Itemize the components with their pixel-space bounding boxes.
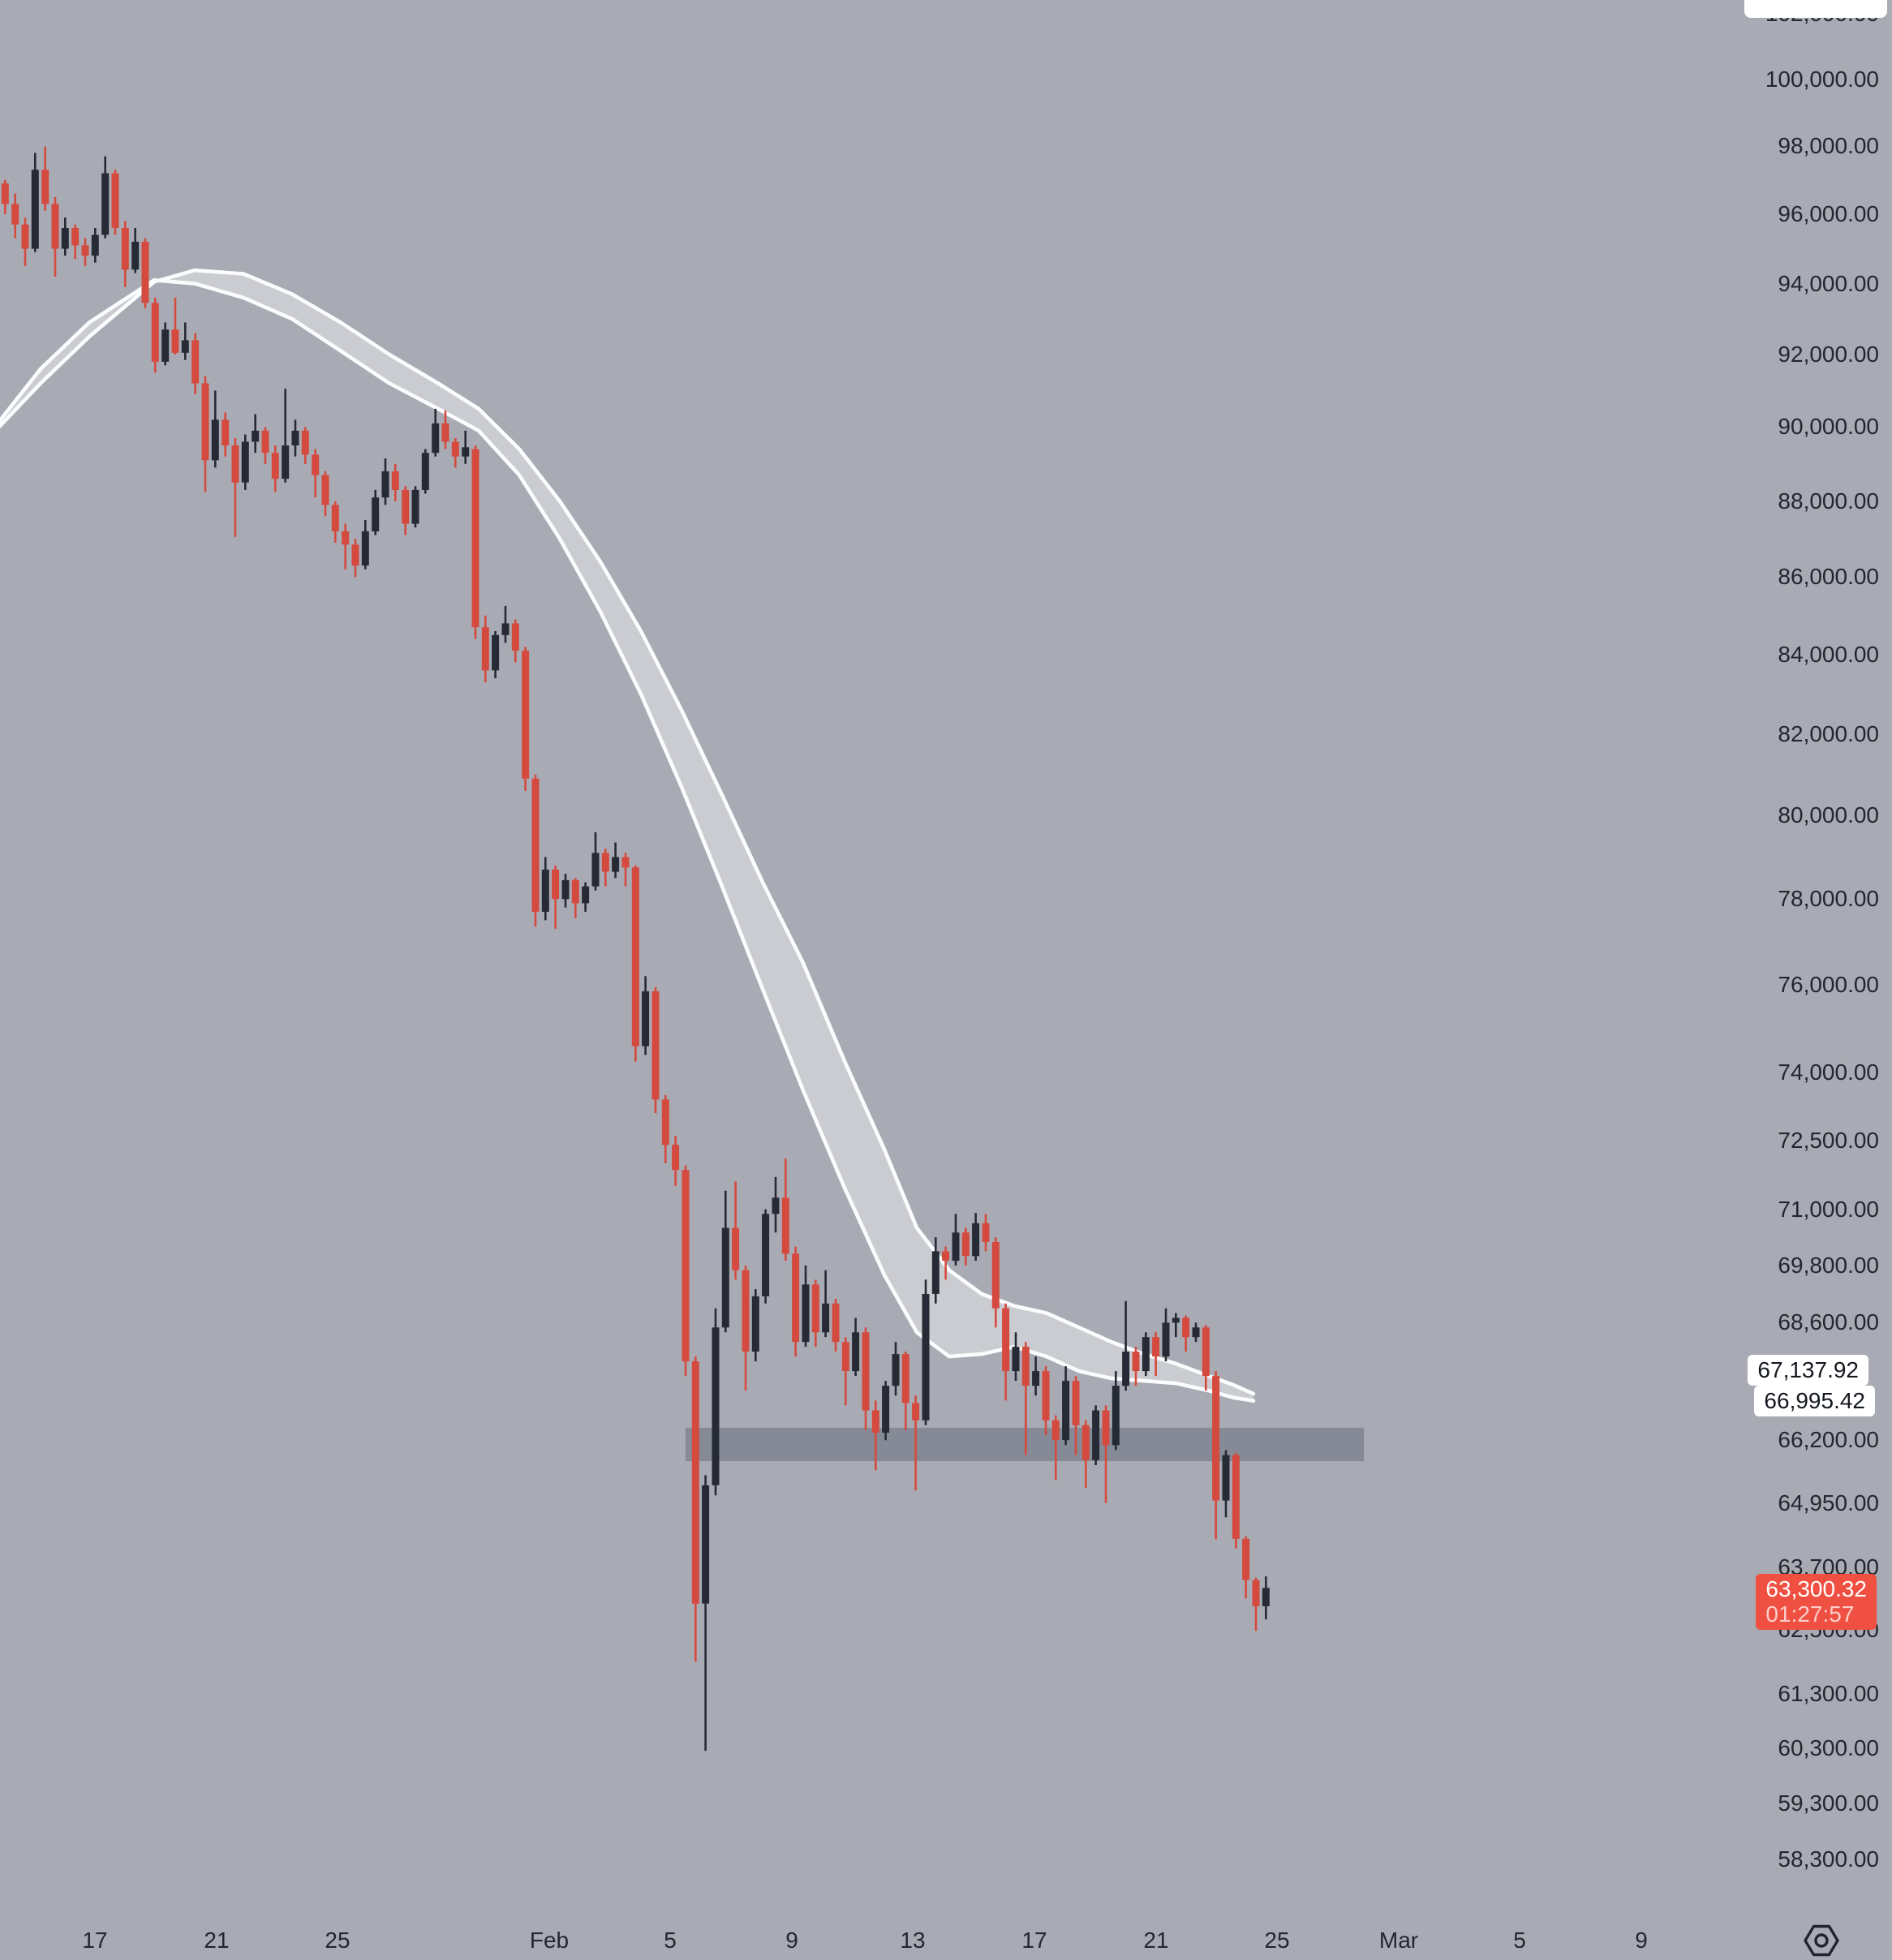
price-axis-label: 68,600.00 bbox=[1778, 1309, 1879, 1335]
time-axis-label: 5 bbox=[664, 1928, 677, 1953]
gear-icon bbox=[1804, 1924, 1839, 1957]
time-axis-label: Mar bbox=[1378, 1928, 1419, 1953]
ema-slow-line bbox=[0, 268, 1256, 1396]
price-axis-label: 66,200.00 bbox=[1778, 1427, 1879, 1452]
price-axis-label: 98,000.00 bbox=[1778, 133, 1879, 158]
price-axis-label: 61,300.00 bbox=[1778, 1681, 1879, 1706]
price-axis-label: 86,000.00 bbox=[1778, 564, 1879, 589]
time-axis-label: 21 bbox=[1143, 1928, 1169, 1953]
price-axis-label: 100,000.00 bbox=[1765, 67, 1879, 92]
last-price-tag: 63,300.32 01:27:57 bbox=[1756, 1574, 1877, 1630]
price-axis-label: 84,000.00 bbox=[1778, 642, 1879, 667]
ma-upper-value-tag: 67,137.92 bbox=[1748, 1355, 1868, 1386]
scale-settings-button[interactable] bbox=[1801, 1920, 1842, 1960]
price-axis-label: 74,000.00 bbox=[1778, 1060, 1879, 1085]
time-axis-label: 21 bbox=[204, 1928, 230, 1953]
price-axis-label: 58,300.00 bbox=[1778, 1846, 1879, 1872]
ema-ribbon-fill bbox=[0, 270, 1253, 1401]
time-axis-label: 5 bbox=[1513, 1928, 1526, 1953]
price-axis-label: 69,800.00 bbox=[1778, 1253, 1879, 1278]
price-axis-label: 72,500.00 bbox=[1778, 1128, 1879, 1153]
time-axis-label: 25 bbox=[1264, 1928, 1290, 1953]
price-axis-label: 80,000.00 bbox=[1778, 802, 1879, 827]
clipped-price-tag bbox=[1744, 0, 1887, 18]
price-axis-label: 71,000.00 bbox=[1778, 1197, 1879, 1222]
time-axis-label: 9 bbox=[1635, 1928, 1648, 1953]
ma-lower-value-tag: 66,995.42 bbox=[1754, 1386, 1875, 1416]
time-axis-label: Feb bbox=[529, 1928, 570, 1953]
price-axis-label: 78,000.00 bbox=[1778, 886, 1879, 911]
price-axis-label: 82,000.00 bbox=[1778, 721, 1879, 746]
time-axis-label: 9 bbox=[785, 1928, 798, 1953]
time-axis-label: 17 bbox=[1021, 1928, 1047, 1953]
ema-fast-line bbox=[0, 277, 1256, 1403]
price-axis-label: 60,300.00 bbox=[1778, 1735, 1879, 1760]
candles bbox=[1, 146, 1270, 1752]
time-axis-label: 25 bbox=[325, 1928, 350, 1953]
price-axis-label: 64,950.00 bbox=[1778, 1490, 1879, 1515]
price-axis-label: 94,000.00 bbox=[1778, 271, 1879, 296]
ma-upper-value: 67,137.92 bbox=[1757, 1357, 1859, 1382]
candle-close-countdown: 01:27:57 bbox=[1765, 1601, 1855, 1627]
price-axis-label: 76,000.00 bbox=[1778, 972, 1879, 997]
time-axis-label: 17 bbox=[82, 1928, 108, 1953]
price-axis-label: 88,000.00 bbox=[1778, 488, 1879, 514]
price-axis-label: 96,000.00 bbox=[1778, 201, 1879, 226]
last-price-value: 63,300.32 bbox=[1765, 1576, 1867, 1601]
time-axis-label: 13 bbox=[900, 1928, 926, 1953]
ma-lower-value: 66,995.42 bbox=[1764, 1388, 1865, 1413]
price-axis-label: 59,300.00 bbox=[1778, 1790, 1879, 1816]
price-axis-label: 90,000.00 bbox=[1778, 414, 1879, 439]
price-axis-label: 92,000.00 bbox=[1778, 342, 1879, 367]
